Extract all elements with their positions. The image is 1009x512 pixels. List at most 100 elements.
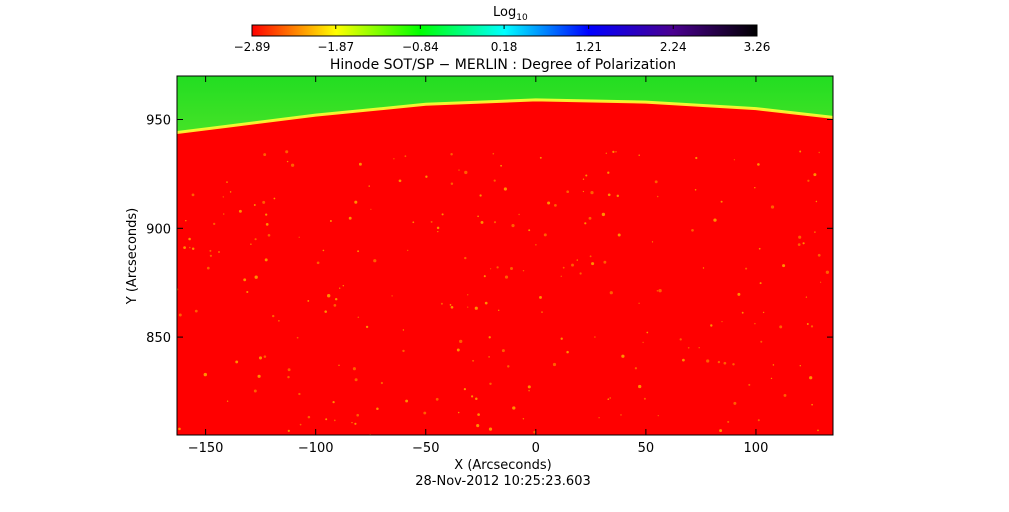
disk-speckle xyxy=(819,281,822,283)
disk-speckle xyxy=(229,191,232,193)
disk-speckle xyxy=(815,200,818,203)
disk-speckle xyxy=(682,358,685,362)
disk-speckle xyxy=(450,305,454,309)
disk-speckle xyxy=(222,196,224,198)
disk-speckle xyxy=(582,178,585,180)
disk-speckle xyxy=(324,310,327,313)
disk-speckle xyxy=(609,397,612,399)
disk-speckle xyxy=(817,429,819,432)
disk-speckle xyxy=(779,325,783,329)
disk-speckle xyxy=(307,299,310,302)
disk-speckle xyxy=(585,174,588,177)
disk-speckle xyxy=(370,208,372,210)
disk-speckle xyxy=(646,331,649,334)
disk-speckle xyxy=(477,413,480,416)
disk-speckle xyxy=(449,304,452,306)
disk-speckle xyxy=(547,201,551,205)
disk-speckle xyxy=(373,259,377,263)
disk-speckle xyxy=(407,249,409,252)
disk-speckle xyxy=(757,163,760,166)
disk-speckle xyxy=(483,275,486,278)
disk-speckle xyxy=(658,289,662,293)
colorbar-tick-label: −2.89 xyxy=(234,40,271,54)
disk-speckle xyxy=(797,243,801,246)
disk-speckle xyxy=(813,173,817,177)
disk-speckle xyxy=(810,325,814,328)
disk-speckle xyxy=(638,154,640,156)
disk-speckle xyxy=(412,221,415,224)
disk-speckle xyxy=(450,182,454,185)
disk-speckle xyxy=(348,216,352,220)
disk-speckle xyxy=(333,304,337,307)
x-tick-label: −50 xyxy=(412,441,439,456)
disk-speckle xyxy=(489,268,492,270)
disk-speckle xyxy=(807,179,810,182)
disk-speckle xyxy=(694,189,697,191)
disk-speckle xyxy=(528,389,530,392)
disk-speckle xyxy=(814,231,816,233)
disk-speckle xyxy=(254,238,257,241)
disk-speckle xyxy=(334,297,338,301)
disk-speckle xyxy=(507,365,510,368)
disk-speckle xyxy=(603,260,607,264)
disk-speckle xyxy=(354,378,358,382)
disk-speckle xyxy=(643,397,646,400)
disk-speckle xyxy=(576,259,578,261)
disk-speckle xyxy=(638,384,642,389)
colorbar-label-base: Log xyxy=(493,5,516,20)
disk-speckle xyxy=(598,417,600,419)
colorbar-label: Log10 xyxy=(493,5,528,23)
disk-speckle xyxy=(811,403,813,406)
disk-speckle xyxy=(607,193,611,197)
disk-speckle xyxy=(695,156,698,160)
disk-speckle xyxy=(457,411,460,414)
disk-speckle xyxy=(257,374,261,378)
y-tick-label: 900 xyxy=(146,222,171,237)
disk-speckle xyxy=(605,152,607,154)
disk-speckle xyxy=(471,395,474,398)
disk-speckle xyxy=(265,223,269,226)
disk-speckle xyxy=(496,266,499,269)
disk-speckle xyxy=(286,160,289,163)
disk-speckle xyxy=(825,270,830,274)
disk-speckle xyxy=(450,153,453,156)
disk-speckle xyxy=(493,179,496,182)
x-tick-label: −100 xyxy=(298,441,334,456)
disk-speckle xyxy=(621,354,625,358)
disk-speckle xyxy=(489,382,492,386)
disk-speckle xyxy=(185,219,187,222)
x-tick-label: 100 xyxy=(744,441,769,456)
disk-speckle xyxy=(770,377,773,380)
disk-speckle xyxy=(759,282,762,285)
x-axis-label: X (Arcseconds) xyxy=(454,458,551,473)
disk-speckle xyxy=(727,420,730,423)
solar-disk xyxy=(177,99,833,435)
disk-speckle xyxy=(404,155,407,158)
disk-speckle xyxy=(733,159,736,161)
disk-speckles xyxy=(177,150,830,435)
disk-speckle xyxy=(463,388,466,391)
disk-speckle xyxy=(817,253,821,257)
disk-speckle xyxy=(527,385,531,389)
disk-speckle xyxy=(238,209,242,213)
disk-speckle xyxy=(607,171,610,174)
disk-speckle xyxy=(710,324,713,327)
disk-speckle xyxy=(590,191,594,195)
disk-speckle xyxy=(717,360,721,364)
disk-speckle xyxy=(464,170,468,175)
disk-speckle xyxy=(497,309,500,312)
plot-area xyxy=(177,76,833,435)
disk-speckle xyxy=(500,164,503,167)
colorbar-label-sub: 10 xyxy=(516,13,528,23)
disk-speckle xyxy=(552,362,557,367)
disk-speckle xyxy=(316,261,320,265)
disk-speckle xyxy=(430,220,433,223)
disk-speckle xyxy=(719,429,723,433)
disk-speckle xyxy=(579,272,582,275)
disk-speckle xyxy=(657,414,659,417)
disk-speckle xyxy=(402,349,405,353)
disk-speckle xyxy=(799,364,802,367)
disk-speckle xyxy=(492,152,495,155)
disk-speckle xyxy=(351,421,353,424)
disk-speckle xyxy=(435,397,439,401)
